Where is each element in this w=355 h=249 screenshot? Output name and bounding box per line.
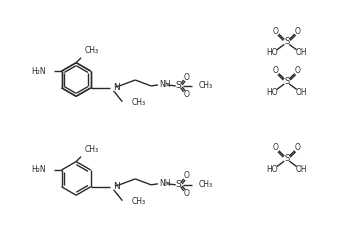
Text: S: S	[176, 180, 182, 189]
Text: O: O	[273, 143, 279, 152]
Text: N: N	[114, 182, 120, 191]
Text: OH: OH	[296, 165, 307, 174]
Text: S: S	[284, 154, 289, 163]
Text: CH₃: CH₃	[198, 81, 213, 90]
Text: O: O	[184, 189, 190, 198]
Text: O: O	[295, 27, 301, 36]
Text: CH₃: CH₃	[85, 46, 99, 55]
Text: H₂N: H₂N	[31, 66, 46, 76]
Text: N: N	[114, 83, 120, 92]
Text: CH₃: CH₃	[85, 145, 99, 154]
Text: S: S	[284, 37, 289, 46]
Text: O: O	[295, 66, 301, 75]
Text: S: S	[176, 81, 182, 90]
Text: CH₃: CH₃	[198, 180, 213, 189]
Text: O: O	[295, 143, 301, 152]
Text: CH₃: CH₃	[131, 197, 145, 206]
Text: H₂N: H₂N	[31, 166, 46, 175]
Text: CH₃: CH₃	[131, 98, 145, 107]
Text: O: O	[184, 90, 190, 99]
Text: S: S	[284, 77, 289, 86]
Text: HO: HO	[266, 88, 278, 97]
Text: HO: HO	[266, 165, 278, 174]
Text: O: O	[184, 171, 190, 181]
Text: OH: OH	[296, 48, 307, 57]
Text: NH: NH	[159, 80, 170, 89]
Text: O: O	[184, 72, 190, 81]
Text: O: O	[273, 27, 279, 36]
Text: OH: OH	[296, 88, 307, 97]
Text: NH: NH	[159, 179, 170, 188]
Text: O: O	[273, 66, 279, 75]
Text: HO: HO	[266, 48, 278, 57]
